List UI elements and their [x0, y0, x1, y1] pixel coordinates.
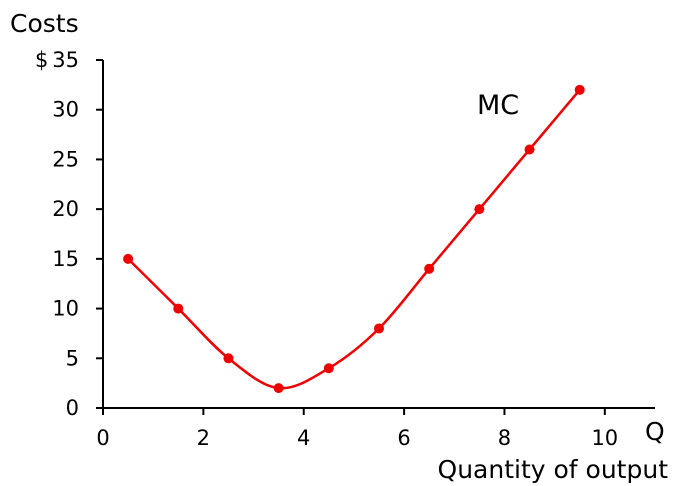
y-tick-label: 25: [52, 147, 79, 171]
mc-data-point: [524, 144, 535, 155]
x-axis-title: Quantity of output: [438, 455, 669, 484]
series: [123, 84, 585, 394]
x-tick-label: 8: [498, 426, 511, 450]
y-axis-unit: $: [35, 48, 48, 72]
y-tick-label: 35: [52, 48, 79, 72]
axes: [102, 60, 655, 409]
y-tick-label: 0: [66, 396, 79, 420]
mc-curve: [127, 89, 581, 390]
x-tick-label: 4: [297, 426, 310, 450]
mc-data-point: [374, 323, 384, 334]
x-tick-label: 2: [197, 426, 210, 450]
y-tick-label: 20: [52, 197, 79, 221]
y-tick-label: 15: [52, 247, 79, 271]
mc-data-point: [574, 84, 585, 95]
mc-data-point: [173, 303, 184, 314]
mc-series-label: MC: [477, 90, 519, 121]
x-axis-letter: Q: [645, 417, 665, 446]
x-tick-label: 0: [96, 426, 109, 450]
mc-data-point: [223, 353, 234, 364]
ticks: 0 2 4 6 8 10 0 5 10 15 20 25 30 35: [52, 48, 618, 450]
x-tick-label: 10: [591, 426, 618, 450]
mc-data-point: [424, 263, 435, 274]
y-tick-label: 10: [52, 297, 79, 321]
x-tick-label: 6: [397, 426, 410, 450]
y-axis-title: Costs: [10, 9, 79, 38]
mc-data-point: [323, 363, 334, 374]
y-tick-label: 30: [52, 98, 79, 122]
mc-data-point: [273, 383, 284, 394]
mc-data-point: [474, 204, 485, 215]
y-tick-label: 5: [66, 346, 79, 370]
mc-data-point: [123, 253, 134, 264]
